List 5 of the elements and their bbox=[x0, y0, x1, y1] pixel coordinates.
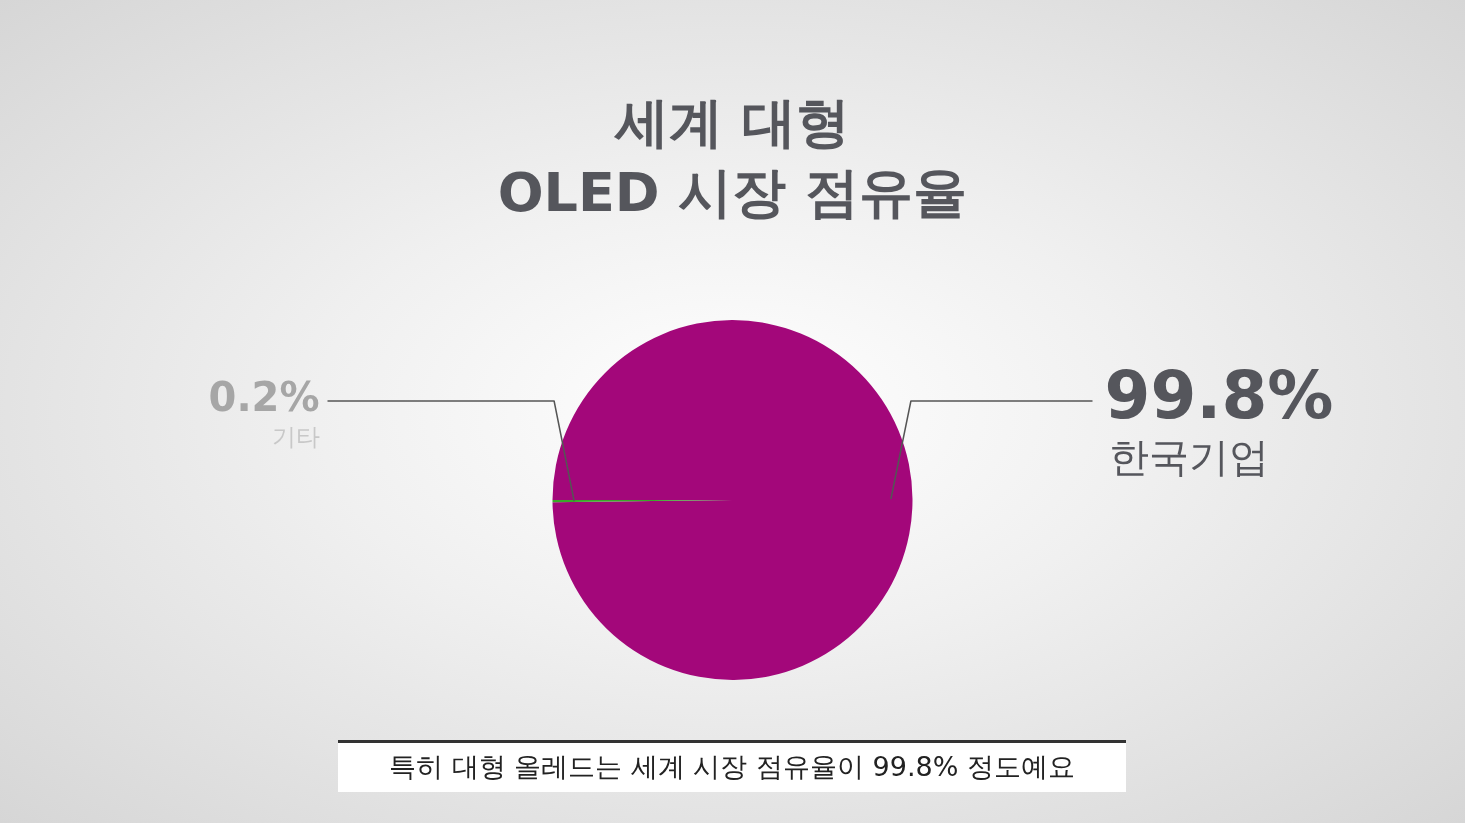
slice-label: 한국기업 bbox=[1108, 434, 1269, 481]
data-label: 99.8% bbox=[1104, 357, 1334, 435]
chart-title: 세계 대형 OLED 시장 점유율 bbox=[496, 90, 969, 226]
text: 특히 대형 올레드는 세계 시장 점유율이 99.8% 정도예요 bbox=[338, 740, 1126, 792]
data-label: 0.2% bbox=[208, 374, 320, 421]
